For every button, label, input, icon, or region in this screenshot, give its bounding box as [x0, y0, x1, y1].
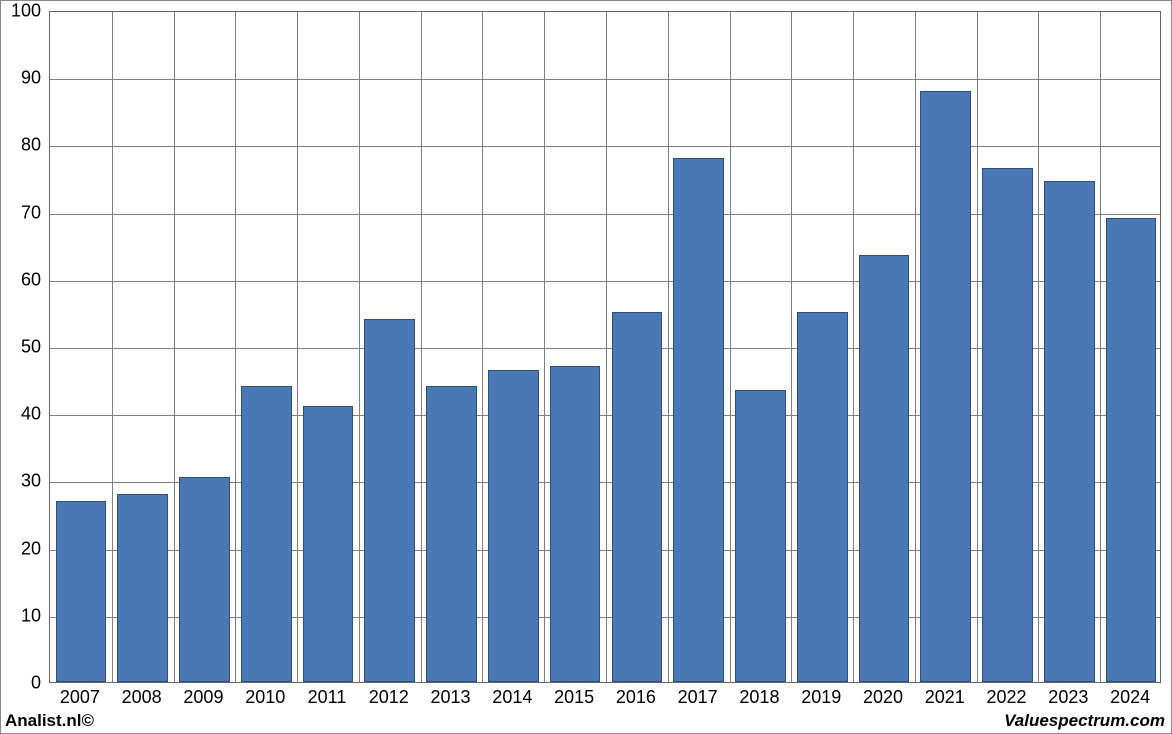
grid-line-vertical	[174, 12, 175, 682]
grid-line-vertical	[297, 12, 298, 682]
grid-line-vertical	[1038, 12, 1039, 682]
grid-line-vertical	[668, 12, 669, 682]
bar	[982, 168, 1033, 682]
x-tick-label: 2012	[369, 687, 409, 708]
grid-line-vertical	[544, 12, 545, 682]
grid-line-horizontal	[50, 146, 1160, 147]
x-tick-label: 2022	[987, 687, 1027, 708]
bar	[550, 366, 601, 682]
footer-right-text: Valuespectrum.com	[1004, 711, 1165, 731]
bar	[735, 390, 786, 682]
y-tick-label: 50	[1, 337, 41, 358]
x-tick-label: 2015	[554, 687, 594, 708]
grid-line-horizontal	[50, 79, 1160, 80]
x-tick-label: 2008	[122, 687, 162, 708]
bar	[241, 386, 292, 682]
y-tick-label: 10	[1, 605, 41, 626]
y-tick-label: 90	[1, 68, 41, 89]
grid-line-vertical	[606, 12, 607, 682]
y-tick-label: 0	[1, 673, 41, 694]
grid-line-vertical	[112, 12, 113, 682]
bar	[56, 501, 107, 682]
bar	[303, 406, 354, 682]
x-tick-label: 2020	[863, 687, 903, 708]
chart-container: 0 10 20 30 40 50 60 70 80 90 100 2007 2008 2009 2010 2…	[0, 0, 1172, 734]
x-tick-label: 2023	[1048, 687, 1088, 708]
bar	[364, 319, 415, 682]
bar	[797, 312, 848, 682]
bar	[179, 477, 230, 682]
bar	[426, 386, 477, 682]
x-tick-label: 2010	[245, 687, 285, 708]
y-tick-label: 60	[1, 269, 41, 290]
bar	[117, 494, 168, 682]
x-tick-label: 2024	[1110, 687, 1150, 708]
y-tick-label: 30	[1, 471, 41, 492]
grid-line-vertical	[915, 12, 916, 682]
y-tick-label: 100	[1, 1, 41, 22]
x-tick-label: 2013	[431, 687, 471, 708]
bar	[920, 91, 971, 682]
footer-left-text: Analist.nl©	[5, 711, 94, 731]
plot-area	[49, 11, 1161, 683]
x-tick-label: 2007	[60, 687, 100, 708]
y-tick-label: 70	[1, 202, 41, 223]
bar	[488, 370, 539, 682]
x-tick-label: 2011	[308, 687, 347, 708]
y-tick-label: 20	[1, 538, 41, 559]
grid-line-vertical	[421, 12, 422, 682]
y-tick-label: 40	[1, 404, 41, 425]
x-tick-label: 2014	[492, 687, 532, 708]
x-tick-label: 2021	[925, 687, 965, 708]
x-tick-label: 2019	[801, 687, 841, 708]
bar	[612, 312, 663, 682]
grid-line-vertical	[359, 12, 360, 682]
grid-line-vertical	[1100, 12, 1101, 682]
bar	[859, 255, 910, 682]
grid-line-vertical	[853, 12, 854, 682]
grid-line-vertical	[482, 12, 483, 682]
x-tick-label: 2016	[616, 687, 656, 708]
grid-line-vertical	[235, 12, 236, 682]
x-tick-label: 2009	[183, 687, 223, 708]
x-tick-label: 2018	[739, 687, 779, 708]
grid-line-vertical	[730, 12, 731, 682]
bar	[1044, 181, 1095, 682]
y-tick-label: 80	[1, 135, 41, 156]
bar	[673, 158, 724, 682]
grid-line-vertical	[977, 12, 978, 682]
bar	[1106, 218, 1157, 682]
x-tick-label: 2017	[678, 687, 718, 708]
grid-line-vertical	[791, 12, 792, 682]
